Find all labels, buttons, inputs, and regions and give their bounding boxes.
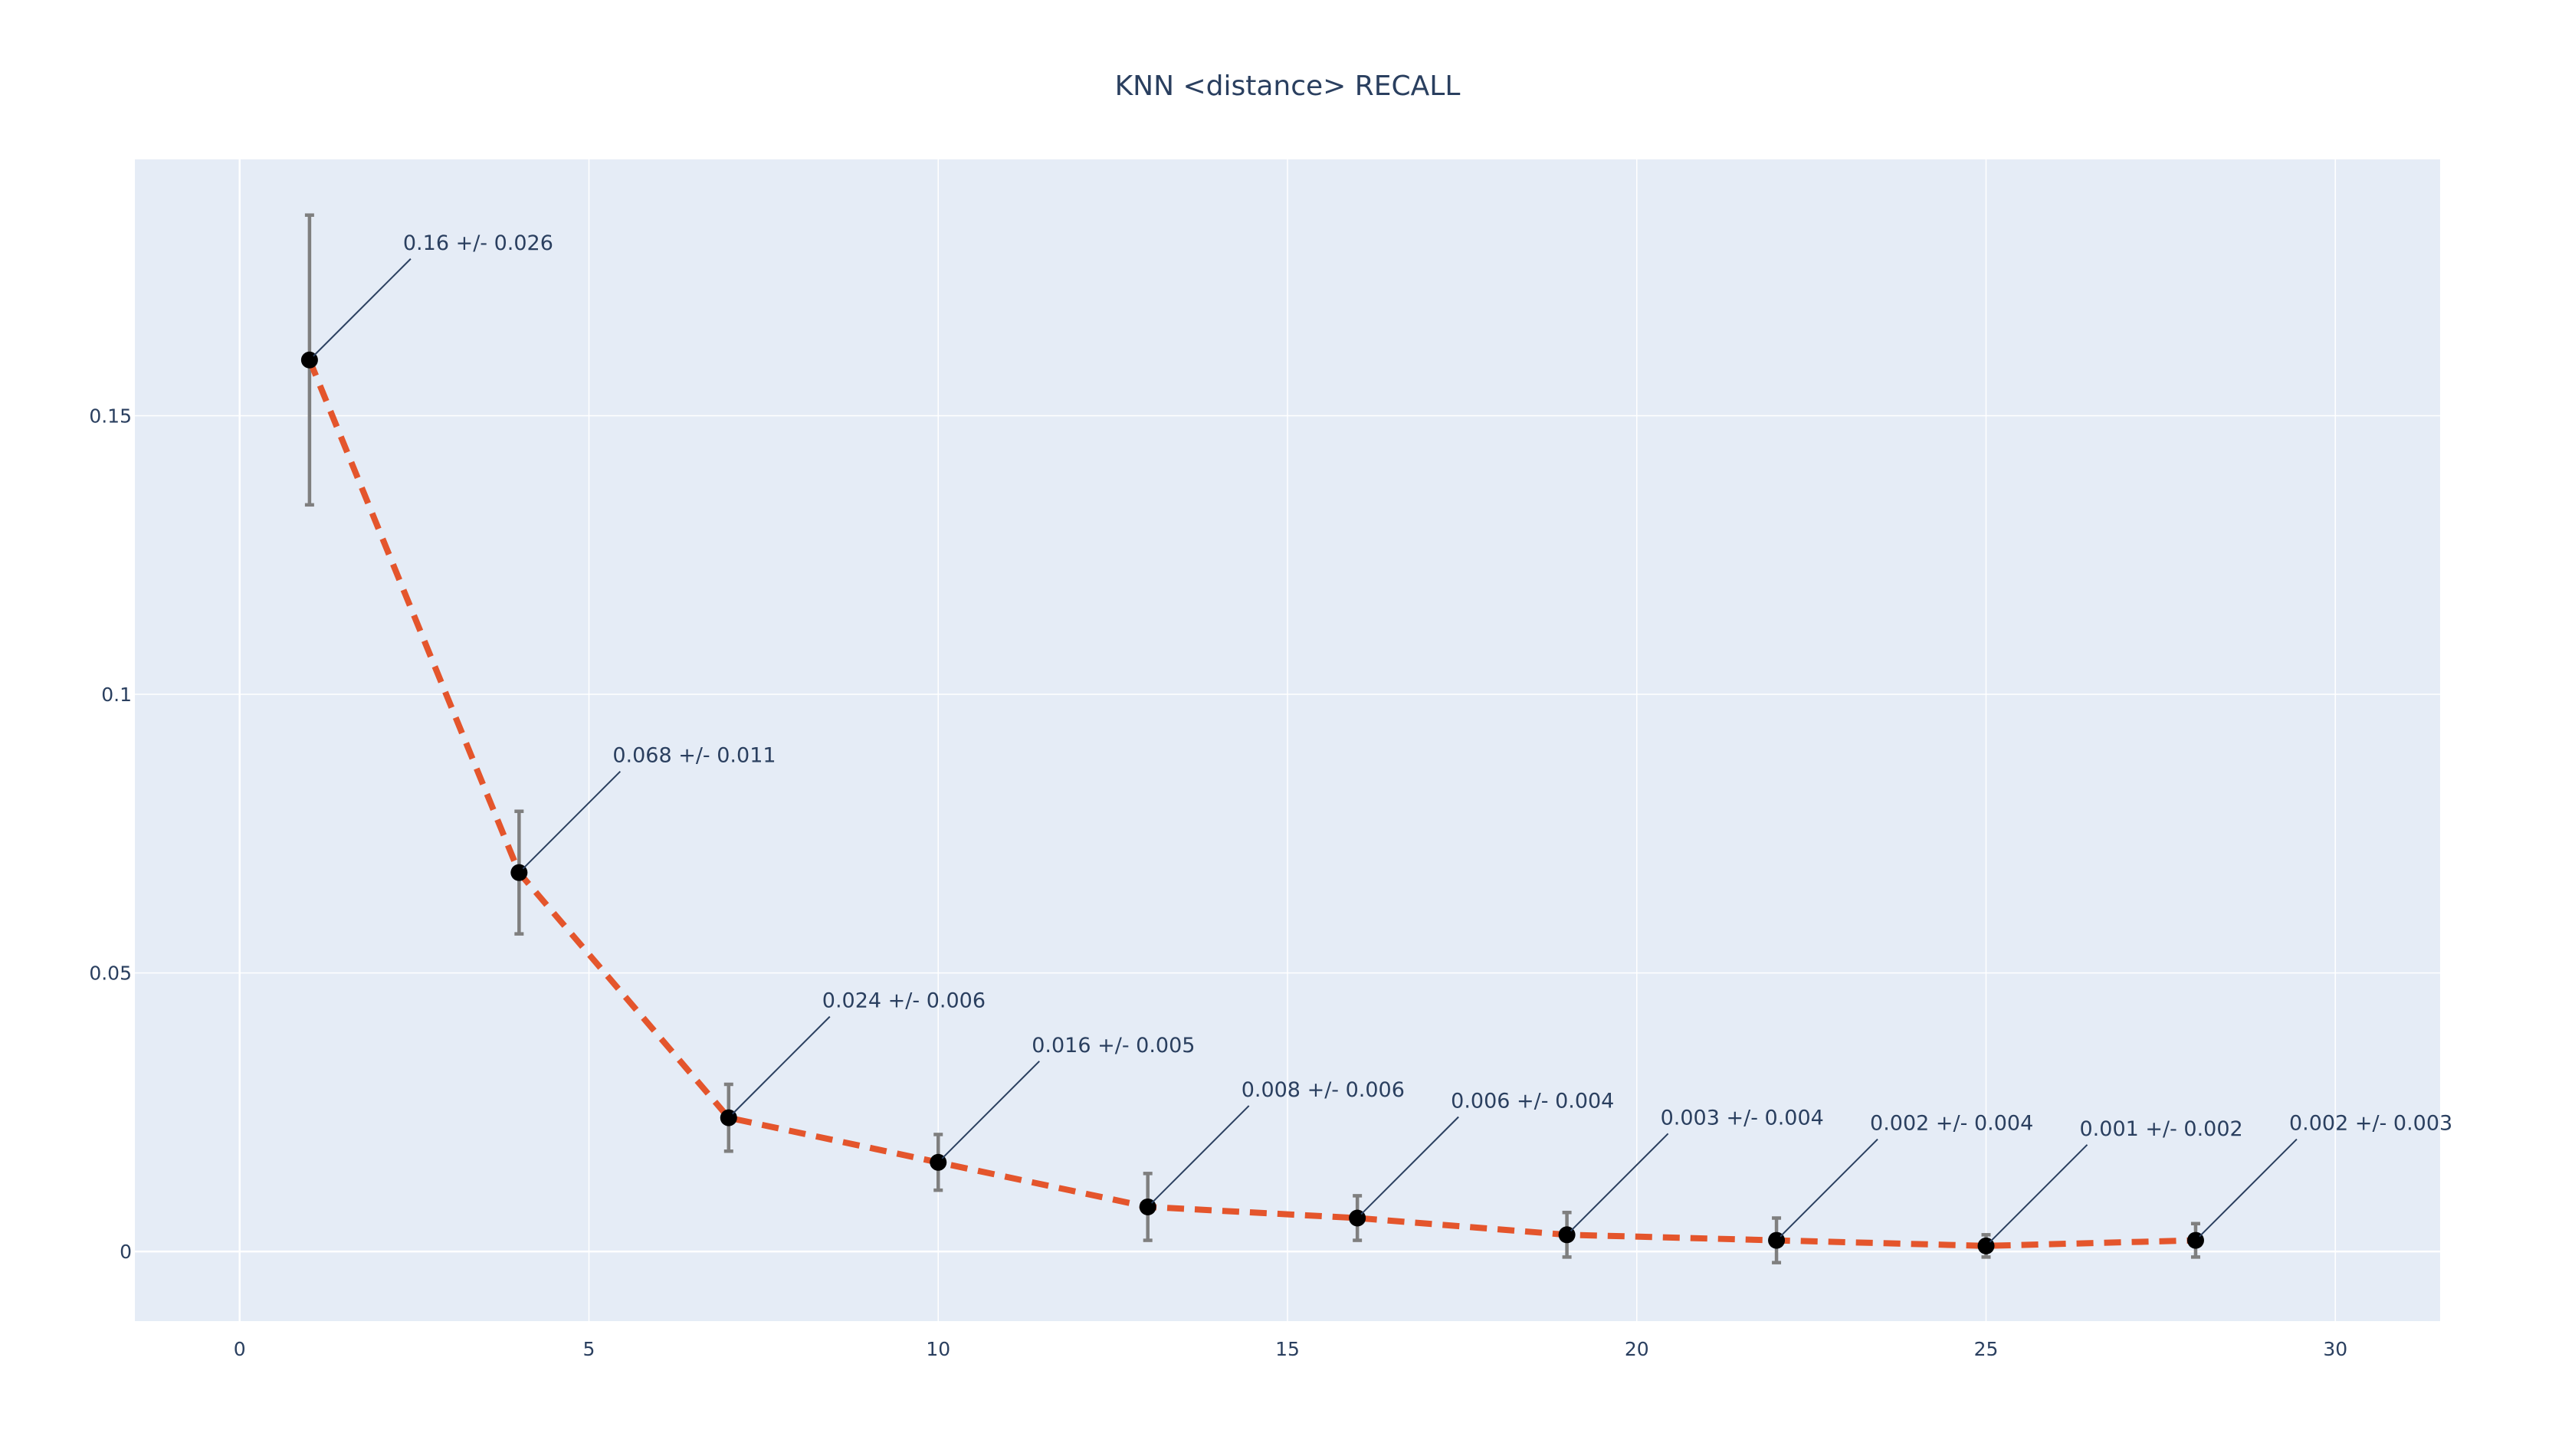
annotation-label: 0.16 +/- 0.026 bbox=[403, 231, 553, 255]
x-tick-label: 25 bbox=[1974, 1338, 1999, 1360]
x-tick-label: 15 bbox=[1275, 1338, 1300, 1360]
y-tick-label: 0.15 bbox=[89, 405, 132, 427]
x-tick-label: 5 bbox=[583, 1338, 595, 1360]
annotation-label: 0.006 +/- 0.004 bbox=[1451, 1089, 1614, 1113]
chart-title: KNN <distance> RECALL bbox=[1115, 71, 1461, 102]
annotation-label: 0.008 +/- 0.006 bbox=[1242, 1078, 1405, 1102]
annotation-arrow bbox=[1150, 1105, 1250, 1204]
annotation-arrow bbox=[1780, 1138, 1878, 1238]
annotation-arrow bbox=[522, 770, 622, 870]
annotation-arrow bbox=[941, 1061, 1040, 1159]
annotation-label: 0.002 +/- 0.003 bbox=[2289, 1112, 2452, 1136]
annotation-arrow bbox=[1360, 1116, 1459, 1215]
annotations: 0.16 +/- 0.026 0.068 +/- 0.011 0.024 +/- 0… bbox=[313, 231, 2452, 1243]
y-tick-label: 0.05 bbox=[89, 962, 132, 985]
x-tick-label: 10 bbox=[926, 1338, 950, 1360]
annotation-label: 0.001 +/- 0.002 bbox=[2080, 1117, 2243, 1141]
y-tick-label: 0 bbox=[120, 1241, 132, 1263]
annotation-arrow bbox=[2199, 1138, 2298, 1238]
annotation-label: 0.068 +/- 0.011 bbox=[612, 744, 776, 768]
annotation-arrow bbox=[1570, 1133, 1669, 1232]
annotation-label: 0.002 +/- 0.004 bbox=[1870, 1112, 2033, 1136]
series-line bbox=[307, 359, 2196, 1249]
x-tick-label: 0 bbox=[234, 1338, 246, 1360]
y-tick-label: 0.1 bbox=[101, 684, 132, 706]
annotation-label: 0.024 +/- 0.006 bbox=[822, 989, 986, 1013]
annotation-label: 0.016 +/- 0.005 bbox=[1032, 1034, 1195, 1058]
annotation-arrow bbox=[313, 258, 412, 357]
annotation-arrow bbox=[732, 1015, 831, 1115]
annotation-arrow bbox=[1989, 1144, 2088, 1243]
x-tick-label: 30 bbox=[2323, 1338, 2347, 1360]
annotation-label: 0.003 +/- 0.004 bbox=[1661, 1106, 1824, 1130]
x-tick-label: 20 bbox=[1625, 1338, 1649, 1360]
plot-area bbox=[135, 159, 2440, 1321]
